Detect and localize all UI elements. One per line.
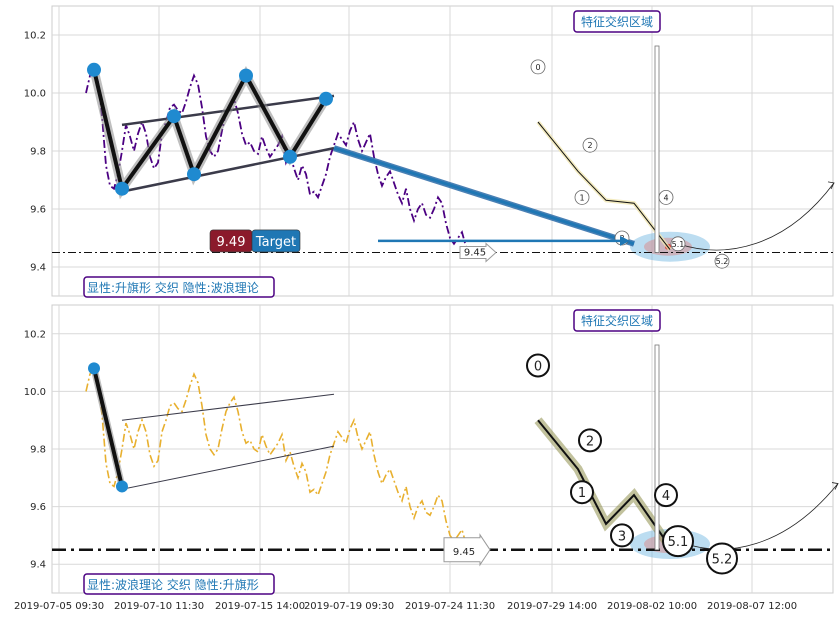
support-value-label: 9.45 xyxy=(453,547,475,558)
wave-label-4: 4 xyxy=(663,193,668,202)
y-tick-label: 9.4 xyxy=(30,560,46,571)
y-tick-label: 10.2 xyxy=(24,329,46,340)
wave-label-1: 1 xyxy=(579,193,584,202)
wave-label-5: 5.1 xyxy=(672,240,685,249)
wave-line xyxy=(537,419,671,548)
support-arrow-label xyxy=(459,242,497,263)
pattern-summary-box xyxy=(83,573,275,595)
pattern-summary: 显性:波浪理论 交织 隐性:升旗形 xyxy=(87,577,259,592)
wave-label-circle xyxy=(662,525,694,558)
y-tick-label: 10.2 xyxy=(24,31,46,42)
flag-upper-line xyxy=(121,393,335,421)
wave-label-circle xyxy=(658,189,674,205)
x-tick-label: 2019-07-19 09:30 xyxy=(304,601,394,612)
pattern-summary: 显性:升旗形 交织 隐性:波浪理论 xyxy=(87,280,259,295)
support-arrow-label xyxy=(443,533,491,567)
wave-label-circle xyxy=(582,137,598,153)
wave-label-0: 0 xyxy=(534,359,542,374)
wave-label-4: 4 xyxy=(662,489,670,504)
wave-label-1: 1 xyxy=(578,486,586,501)
y-tick-label: 9.6 xyxy=(30,205,46,216)
wave-label-6: 5.2 xyxy=(712,552,733,567)
panel-2: 9.4 9.6 9.8 10.0 10.2 9.45 0 1 2 3 4 5.1 5.2 特征交织区域显性… xyxy=(24,304,839,595)
forecast-curve xyxy=(677,182,835,251)
wave-label-circle xyxy=(714,253,730,269)
wave-label-circle xyxy=(706,542,738,575)
target-arrow-head xyxy=(620,235,630,246)
wave-label-circle xyxy=(610,523,634,548)
projection-line xyxy=(333,146,635,246)
y-tick-label: 9.8 xyxy=(30,445,46,456)
support-value-label: 9.45 xyxy=(464,248,486,259)
zone-title-box xyxy=(573,309,661,332)
x-tick-label: 2019-07-29 14:00 xyxy=(507,601,597,612)
target-text-box xyxy=(251,229,301,253)
wave-label-circle xyxy=(530,59,546,75)
pattern-marker-5 xyxy=(283,149,297,164)
wave-label-circle xyxy=(526,353,550,378)
flag-lower-line xyxy=(121,445,335,490)
zone-title: 特征交织区域 xyxy=(581,14,653,29)
pattern-summary-box xyxy=(83,276,275,298)
target-label: Target xyxy=(255,235,296,250)
x-tick-label: 2019-07-05 09:30 xyxy=(14,601,104,612)
target-value: 9.49 xyxy=(217,235,246,250)
wave-label-6: 5.2 xyxy=(716,257,729,266)
y-tick-label: 9.4 xyxy=(30,263,46,274)
pattern-marker-1 xyxy=(116,480,128,493)
zone-marker-bar xyxy=(654,45,660,253)
x-tick-label: 2019-08-02 10:00 xyxy=(607,601,697,612)
wave-label-3: 3 xyxy=(618,529,626,544)
wave-label-circle xyxy=(670,236,686,252)
y-tick-label: 9.6 xyxy=(30,502,46,513)
wave-label-circle xyxy=(578,428,602,453)
y-tick-label: 9.8 xyxy=(30,147,46,158)
panel-1: 9.49.69.810.010.29.45012345.15.29.49Targ… xyxy=(24,5,835,298)
zone-marker-bar xyxy=(654,344,660,551)
pattern-marker-4 xyxy=(239,68,253,83)
wave-label-circle xyxy=(654,483,678,508)
pattern-marker-1 xyxy=(115,181,129,196)
flag-lower-line xyxy=(121,146,335,193)
pattern-marker-0 xyxy=(87,62,101,77)
y-tick-label: 10.0 xyxy=(24,387,46,398)
wave-label-0: 0 xyxy=(535,63,540,72)
zone-title: 特征交织区域 xyxy=(581,313,653,328)
x-tick-label: 2019-08-07 12:00 xyxy=(707,601,797,612)
pattern-marker-3 xyxy=(187,167,201,182)
y-tick-label: 10.0 xyxy=(24,89,46,100)
wave-label-5: 5.1 xyxy=(668,535,689,550)
wave-label-circle xyxy=(570,480,594,505)
wave-line xyxy=(537,121,671,250)
wave-label-2: 2 xyxy=(587,141,592,150)
x-tick-label: 2019-07-24 11:30 xyxy=(405,601,495,612)
pattern-marker-0 xyxy=(88,362,100,375)
wave-label-2: 2 xyxy=(586,434,594,449)
x-tick-label: 2019-07-15 14:00 xyxy=(215,601,305,612)
pattern-marker-2 xyxy=(167,109,181,124)
forecast-arrowhead xyxy=(827,181,835,190)
forecast-curve xyxy=(677,483,839,550)
forecast-arrowhead xyxy=(831,482,839,490)
wave-label-circle xyxy=(574,189,590,205)
pattern-line xyxy=(92,367,124,487)
pattern-marker-6 xyxy=(319,91,333,106)
x-tick-label: 2019-07-10 11:30 xyxy=(114,601,204,612)
zone-title-box xyxy=(573,10,661,33)
